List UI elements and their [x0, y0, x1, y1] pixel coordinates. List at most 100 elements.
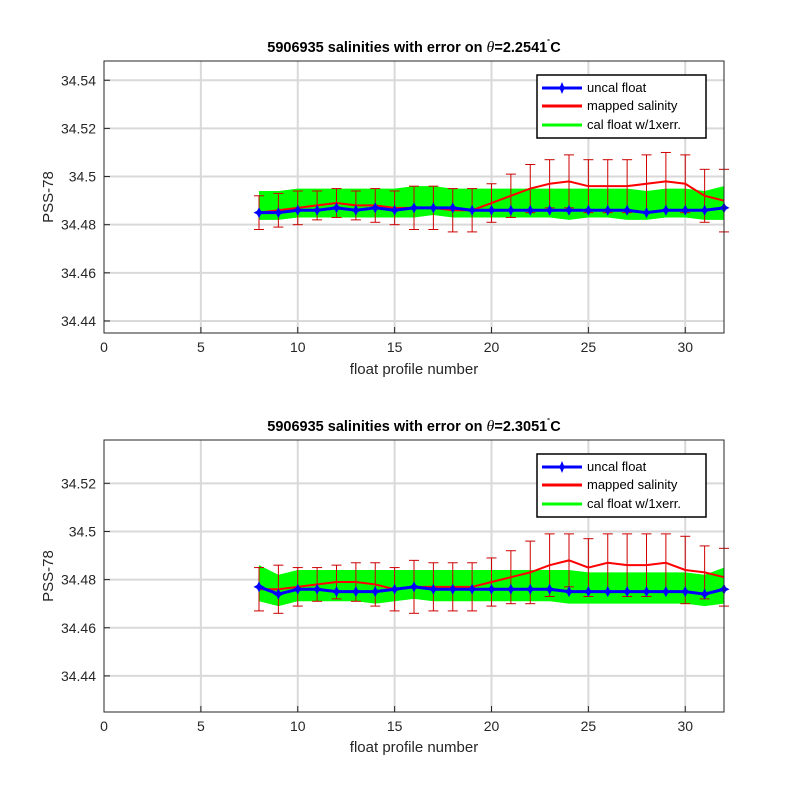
y-tick-label: 34.46 [61, 265, 96, 281]
uncal-float-marker [524, 583, 536, 595]
uncal-float-marker [311, 204, 323, 216]
error-bars [254, 151, 729, 233]
x-tick-label: 0 [100, 339, 108, 355]
x-tick-labels: 0 5 10 15 20 25 30 [100, 706, 693, 734]
legend-label-cal-float: cal float w/1xerr. [587, 117, 681, 132]
uncal-float-marker [408, 581, 420, 593]
x-tick-label: 30 [677, 718, 693, 734]
legend: uncal float mapped salinity cal float w/… [536, 453, 707, 518]
uncal-float-marker [505, 583, 517, 595]
uncal-float-marker [582, 204, 594, 216]
uncal-float-marker [544, 204, 556, 216]
mapped-line [259, 559, 725, 591]
chart-bottom: 0 5 10 15 20 25 30 34.44 34.46 34.48 34.5 34.52 59… [40, 417, 730, 756]
legend-entry-uncal-float: uncal float [542, 80, 647, 95]
uncal-float-marker [272, 207, 284, 219]
uncal-float-marker [292, 583, 304, 595]
x-axis-label: float profile number [350, 361, 478, 378]
y-tick-label: 34.48 [61, 217, 96, 233]
uncal-float-marker [660, 204, 672, 216]
x-tick-labels: 0 5 10 15 20 25 30 [100, 327, 693, 355]
y-tick-label: 34.5 [69, 169, 96, 185]
uncal-float-marker [660, 586, 672, 598]
uncal-float-marker [292, 204, 304, 216]
uncal-float-marker [389, 583, 401, 595]
uncal-float-marker [621, 586, 633, 598]
uncal-float-marker [427, 202, 439, 214]
uncal-float-marker [389, 204, 401, 216]
uncal-float-marker [253, 581, 265, 593]
legend-label-cal-float: cal float w/1xerr. [587, 496, 681, 511]
uncal-float-marker [350, 204, 362, 216]
x-tick-label: 20 [484, 718, 500, 734]
y-tick-labels: 34.44 34.46 34.48 34.5 34.52 34.54 [61, 72, 110, 329]
x-tick-label: 5 [197, 718, 205, 734]
uncal-line [253, 202, 730, 219]
chart-top: 0 5 10 15 20 25 30 34.4434.4634.4834.534.5234.… [40, 38, 730, 378]
uncal-float-marker [505, 204, 517, 216]
uncal-float-marker [253, 207, 265, 219]
legend: uncal float mapped salinity cal float w/… [536, 74, 707, 139]
y-tick-label: 34.46 [61, 620, 96, 636]
x-tick-label: 15 [387, 339, 403, 355]
uncal-float-marker [602, 204, 614, 216]
uncal-float-marker [563, 586, 575, 598]
uncal-float-marker [466, 583, 478, 595]
chart-title: 5906935 salinities with error on θ=2.305… [267, 417, 561, 435]
uncal-float-marker [679, 586, 691, 598]
uncal-float-marker [699, 204, 711, 216]
uncal-float-marker [408, 202, 420, 214]
y-axis-label: PSS-78 [40, 550, 57, 602]
uncal-float-marker [331, 586, 342, 598]
uncal-float-marker [582, 586, 594, 598]
uncal-float-marker [524, 204, 536, 216]
legend-label-mapped-salinity: mapped salinity [587, 98, 678, 113]
legend-box [536, 74, 707, 139]
uncal-float-marker [602, 586, 614, 598]
uncal-float-marker [486, 204, 497, 216]
uncal-float-marker [641, 207, 652, 219]
uncal-float-marker [544, 583, 556, 595]
x-tick-label: 20 [484, 339, 500, 355]
mapped-salinity-line [259, 559, 725, 591]
legend-entry-mapped-salinity: mapped salinity [542, 477, 678, 492]
uncal-float-marker [331, 202, 342, 214]
uncal-float-marker [486, 583, 497, 595]
legend-label-uncal-float: uncal float [587, 80, 647, 95]
x-tick-label: 30 [677, 339, 693, 355]
y-tick-label: 34.44 [61, 668, 96, 684]
axes-box [103, 439, 725, 713]
uncal-float-marker [311, 583, 323, 595]
legend-entry-uncal-float: uncal float [542, 459, 647, 474]
uncal-float-marker [272, 588, 284, 600]
uncal-float-marker [641, 586, 652, 598]
uncal-line [253, 581, 730, 600]
uncal-float-marker [369, 586, 381, 598]
uncal-float-marker [621, 204, 633, 216]
y-tick-label: 34.5 [69, 523, 96, 539]
x-tick-label: 15 [387, 718, 403, 734]
uncal-float-marker [447, 202, 459, 214]
legend-entry-mapped-salinity: mapped salinity [542, 98, 678, 113]
uncal-float-marker [369, 202, 381, 214]
y-tick-label: 34.52 [61, 120, 96, 136]
legend-entry-cal-float: cal float w/1xerr. [542, 117, 681, 132]
uncal-float-marker [466, 204, 478, 216]
uncal-float-marker [679, 204, 691, 216]
x-tick-label: 25 [581, 339, 597, 355]
x-tick-label: 0 [100, 718, 108, 734]
y-axis-label: PSS-78 [40, 171, 57, 223]
x-axis-label: float profile number [350, 739, 478, 756]
x-tick-label: 5 [197, 339, 205, 355]
y-tick-label: 34.54 [61, 72, 96, 88]
uncal-float-marker [447, 583, 459, 595]
uncal-float-marker [563, 204, 575, 216]
x-tick-label: 10 [290, 339, 306, 355]
uncal-float-marker [427, 583, 439, 595]
legend-entry-cal-float: cal float w/1xerr. [542, 496, 681, 511]
x-tick-label: 25 [581, 718, 597, 734]
uncal-float-marker [350, 586, 362, 598]
uncal-float-marker [699, 588, 711, 600]
y-tick-label: 34.52 [61, 475, 96, 491]
